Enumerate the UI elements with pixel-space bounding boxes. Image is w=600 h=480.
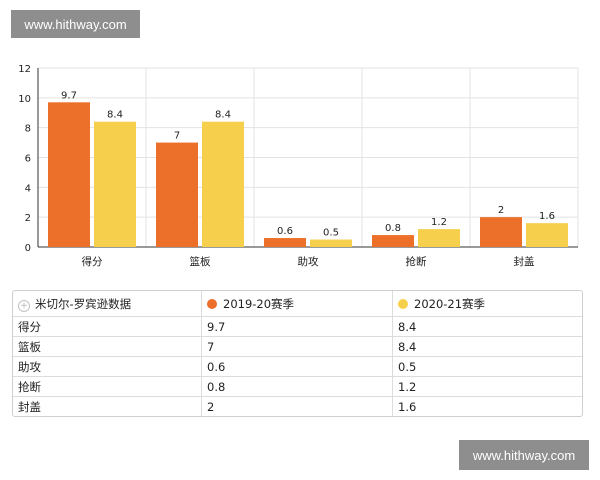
series-1-name: 2019-20赛季 [223,296,295,311]
bar-1 [480,217,522,247]
x-category-label: 抢断 [406,255,427,268]
bar-value-label: 2 [498,205,504,216]
y-tick-label: 0 [25,243,31,254]
bar-1 [264,238,306,247]
bar-chart: 0 2 4 6 8 10 12 9.7 8.4 得分 7 8.4 篮板 0.6 0.5 助攻 0.8 1.2 抢断 2… [18,64,579,268]
bar-value-label: 0.6 [277,226,293,237]
table-row: 助攻 0.6 0.5 [13,357,582,377]
table-cell: 助攻 [13,357,201,377]
table-cell: 1.2 [392,377,582,397]
watermark-top: www.hithway.com [11,10,140,38]
table-header-row: + 米切尔-罗宾逊数据 2019-20赛季 2020-21赛季 [13,291,582,317]
bar-1 [156,142,198,247]
bar-value-label: 1.2 [431,217,447,228]
x-category-label: 助攻 [298,255,319,268]
y-tick-label: 12 [18,64,31,75]
bar-2 [202,121,244,247]
bar-value-label: 0.8 [385,223,401,234]
table-cell: 1.6 [392,397,582,416]
bar-value-label: 1.6 [539,211,555,222]
table-cell: 抢断 [13,377,201,397]
bar-value-label: 8.4 [215,110,231,121]
x-category-label: 篮板 [190,255,211,268]
table-row: 抢断 0.8 1.2 [13,377,582,397]
y-tick-label: 6 [25,154,31,165]
y-tick-label: 8 [25,124,31,135]
table-cell: 0.6 [201,357,392,377]
y-tick-label: 4 [25,183,31,194]
bar-1 [372,235,414,247]
table-header-title: + 米切尔-罗宾逊数据 [13,291,201,317]
table-row: 封盖 2 1.6 [13,397,582,416]
watermark-bottom: www.hithway.com [459,440,589,470]
bar-value-label: 0.5 [323,228,339,239]
table-cell: 2 [201,397,392,416]
series-2-name: 2020-21赛季 [414,296,486,311]
series-1-dot-icon [207,298,217,309]
table-cell: 8.4 [392,317,582,337]
table-header-series-2: 2020-21赛季 [392,291,582,317]
table-cell: 8.4 [392,337,582,357]
table-cell: 0.8 [201,377,392,397]
bar-2 [94,121,136,247]
table-title: 米切尔-罗宾逊数据 [35,296,132,311]
table-row: 篮板 7 8.4 [13,337,582,357]
plus-icon[interactable]: + [18,299,30,312]
table-cell: 7 [201,337,392,357]
bar-2 [310,239,352,247]
bar-value-label: 7 [174,131,180,142]
bar-2 [526,223,568,247]
table-cell: 封盖 [18,399,41,414]
table-cell: 篮板 [13,337,201,357]
bar-1 [48,102,90,247]
data-table: + 米切尔-罗宾逊数据 2019-20赛季 2020-21赛季 得分 9.7 8.… [12,290,583,417]
table-cell: 0.5 [392,357,582,377]
y-tick-label: 10 [18,94,31,105]
table-header-series-1: 2019-20赛季 [201,291,392,317]
table-cell: 得分 [13,317,201,337]
bar-value-label: 9.7 [61,90,77,101]
bar-value-label: 8.4 [107,110,123,121]
series-2-dot-icon [398,298,408,309]
table-cell: 9.7 [201,317,392,337]
x-category-label: 封盖 [514,255,535,268]
y-tick-label: 2 [25,213,31,224]
bar-2 [418,229,460,247]
x-category-label: 得分 [82,256,103,268]
table-row: 得分 9.7 8.4 [13,317,582,337]
